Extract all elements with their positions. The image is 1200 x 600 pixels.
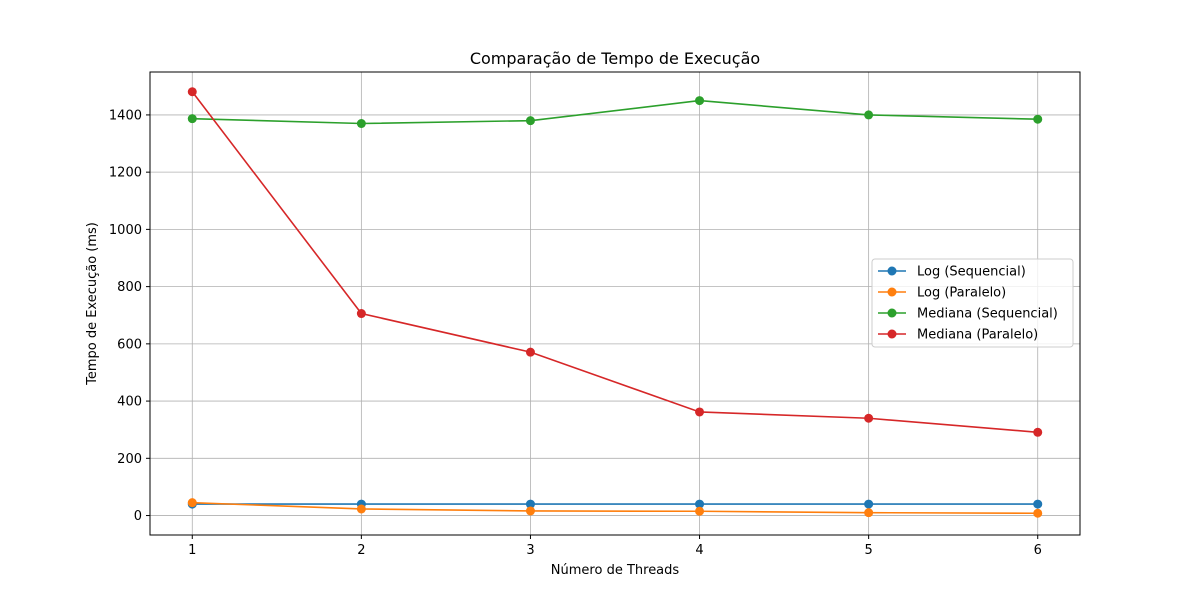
data-point-mediana-paralelo [525,347,535,357]
y-tick-label: 0 [134,509,142,524]
x-tick-label: 5 [864,543,872,558]
y-tick-label: 400 [117,395,142,410]
chart-title: Comparação de Tempo de Execução [470,49,760,68]
data-point-log-sequencial [525,499,535,509]
legend-label: Log (Paralelo) [917,286,1006,301]
series-lines [187,87,1043,518]
series-line-log-paralelo [192,501,1038,515]
axis-ticks: 1 2 3 4 5 6 0 200 400 600 800 1000 1200 1400 [109,108,1042,558]
data-point-log-sequencial [1033,499,1043,509]
y-tick-label: 600 [117,337,142,352]
x-tick-label: 6 [1034,543,1042,558]
legend-label: Mediana (Sequencial) [917,307,1058,322]
data-point-mediana-paralelo [1033,427,1043,437]
legend-swatch-marker [887,287,897,297]
x-tick-label: 1 [188,543,196,558]
y-tick-label: 200 [117,452,142,467]
data-point-mediana-sequencial [1033,114,1043,124]
data-point-mediana-paralelo [864,413,874,423]
series-line-mediana-sequencial [192,99,1038,125]
data-point-mediana-sequencial [187,114,197,124]
y-tick-label: 1000 [109,223,142,238]
data-point-log-paralelo [356,504,366,514]
plot-frame [149,71,1081,536]
data-point-mediana-sequencial [356,119,366,129]
legend-swatch-marker [887,266,897,276]
x-tick-label: 4 [695,543,703,558]
data-point-mediana-paralelo [695,407,705,417]
legend-label: Mediana (Paralelo) [917,328,1038,343]
legend-label: Log (Sequencial) [917,265,1026,280]
data-point-log-paralelo [1033,508,1043,518]
data-point-log-sequencial [864,499,874,509]
data-point-mediana-sequencial [695,96,705,106]
y-tick-label: 800 [117,280,142,295]
x-tick-label: 2 [357,543,365,558]
data-point-mediana-paralelo [356,309,366,319]
data-point-log-paralelo [525,506,535,516]
data-point-mediana-sequencial [525,116,535,126]
data-point-mediana-paralelo [187,87,197,97]
legend-swatch-marker [887,308,897,318]
legend-swatch-marker [887,329,897,339]
data-point-mediana-sequencial [864,110,874,120]
data-point-log-paralelo [864,508,874,518]
legend-frame [871,258,1074,348]
x-tick-label: 3 [526,543,534,558]
data-point-log-paralelo [695,506,705,516]
data-point-log-paralelo [187,498,197,508]
legend: Log (Sequencial) Log (Paralelo) Mediana (S… [871,258,1074,348]
y-tick-label: 1400 [109,108,142,123]
x-axis-label: Número de Threads [551,563,680,578]
y-axis-label: Tempo de Execução (ms) [85,222,100,386]
y-tick-label: 1200 [109,166,142,181]
series-line-mediana-paralelo [191,91,1038,434]
data-point-log-sequencial [695,499,705,509]
